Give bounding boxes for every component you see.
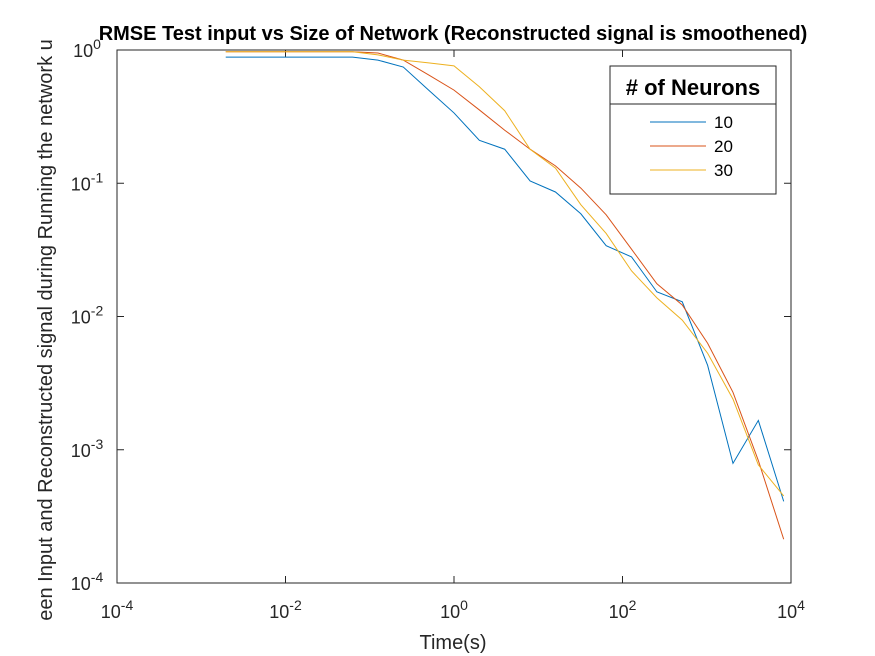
x-tick-label: 10-4	[101, 597, 134, 622]
data-line	[225, 56, 785, 502]
y-tick-label: 10-4	[71, 569, 104, 594]
x-axis-label: Time(s)	[419, 632, 486, 654]
y-axis-label: een Input and Reconstructed signal durin…	[35, 39, 57, 621]
legend-box	[609, 65, 777, 195]
y-tick-label: 10-1	[71, 169, 104, 194]
legend-label: 10	[714, 113, 733, 132]
legend-title: # of Neurons	[626, 75, 760, 100]
chart-title: RMSE Test input vs Size of Network (Reco…	[99, 23, 808, 45]
legend-label: 20	[714, 137, 733, 156]
legend: # of Neurons 10 20 30	[609, 65, 777, 195]
legend-label: 30	[714, 161, 733, 180]
data-line	[225, 51, 785, 497]
